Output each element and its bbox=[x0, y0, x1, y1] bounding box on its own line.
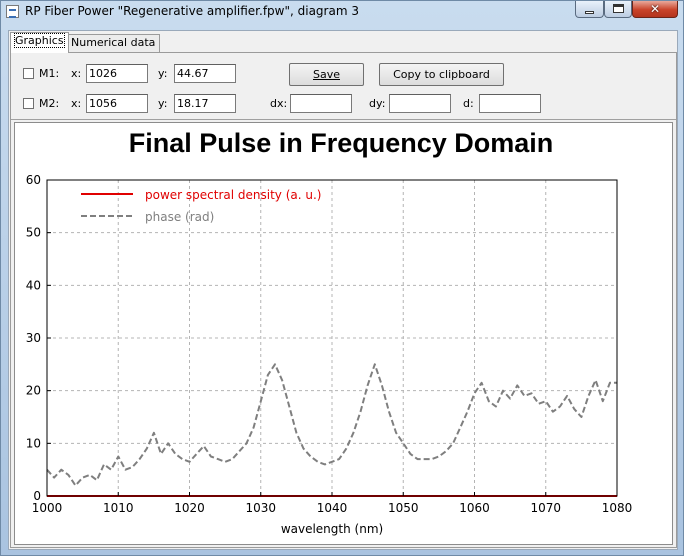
plot-area[interactable]: Final Pulse in Frequency Domain 1000 1010… bbox=[14, 122, 673, 545]
m2-x-field[interactable]: 1056 bbox=[86, 94, 148, 113]
legend-phase-label: phase (rad) bbox=[145, 210, 214, 224]
maximize-icon bbox=[613, 4, 624, 13]
m2-x-label: x: bbox=[71, 97, 82, 110]
y-tick-label: 10 bbox=[26, 436, 41, 450]
close-button[interactable]: ✕ bbox=[632, 1, 678, 18]
save-button-label: Save bbox=[312, 68, 340, 81]
panel-separator bbox=[11, 119, 676, 120]
dx-label: dx: bbox=[270, 97, 288, 110]
client-area: Graphics Numerical data M1: x: 1026 y: 4… bbox=[8, 30, 678, 550]
title-bar[interactable]: RP Fiber Power "Regenerative amplifier.f… bbox=[1, 1, 683, 23]
m1-y-field[interactable]: 44.67 bbox=[174, 64, 236, 83]
m2-y-label: y: bbox=[158, 97, 168, 110]
m1-label: M1: bbox=[39, 67, 60, 80]
maximize-button[interactable] bbox=[604, 1, 632, 18]
y-tick-label: 60 bbox=[26, 173, 41, 187]
x-tick-label: 1040 bbox=[317, 501, 348, 515]
x-tick-label: 1030 bbox=[245, 501, 276, 515]
x-tick-label: 1000 bbox=[32, 501, 63, 515]
m1-checkbox[interactable] bbox=[23, 68, 34, 79]
spectrum-chart[interactable]: Final Pulse in Frequency Domain 1000 1010… bbox=[15, 123, 672, 544]
tab-numerical-data-label: Numerical data bbox=[71, 36, 156, 49]
d-label: d: bbox=[463, 97, 474, 110]
x-tick-label: 1020 bbox=[174, 501, 205, 515]
x-tick-label: 1050 bbox=[388, 501, 419, 515]
x-tick-label: 1080 bbox=[602, 501, 633, 515]
copy-to-clipboard-button[interactable]: Copy to clipboard bbox=[379, 63, 504, 86]
y-tick-label: 0 bbox=[33, 489, 41, 503]
y-tick-label: 40 bbox=[26, 278, 41, 292]
legend-psd-label: power spectral density (a. u.) bbox=[145, 188, 321, 202]
minimize-button[interactable] bbox=[575, 1, 604, 18]
d-field[interactable] bbox=[479, 94, 541, 113]
close-icon: ✕ bbox=[649, 2, 661, 16]
phase-series-line bbox=[46, 363, 617, 487]
m1-x-label: x: bbox=[71, 67, 82, 80]
app-icon bbox=[6, 5, 19, 18]
tab-graphics[interactable]: Graphics bbox=[10, 32, 69, 53]
x-tick-label: 1060 bbox=[459, 501, 490, 515]
tab-graphics-label: Graphics bbox=[14, 33, 65, 48]
m2-checkbox[interactable] bbox=[23, 98, 34, 109]
m1-x-field[interactable]: 1026 bbox=[86, 64, 148, 83]
chart-title: Final Pulse in Frequency Domain bbox=[129, 128, 554, 158]
y-tick-label: 20 bbox=[26, 384, 41, 398]
graphics-panel: M1: x: 1026 y: 44.67 M2: x: 1056 y: 18.1… bbox=[10, 52, 677, 548]
m2-y-field[interactable]: 18.17 bbox=[174, 94, 236, 113]
window-title: RP Fiber Power "Regenerative amplifier.f… bbox=[25, 4, 359, 18]
minimize-icon bbox=[585, 11, 594, 14]
y-tick-label: 50 bbox=[26, 226, 41, 240]
x-axis-label: wavelength (nm) bbox=[281, 522, 383, 536]
m1-y-label: y: bbox=[158, 67, 168, 80]
dy-label: dy: bbox=[369, 97, 386, 110]
x-tick-label: 1070 bbox=[530, 501, 561, 515]
tick-labels: 1000 1010 1020 1030 1040 1050 1060 1070 10800102… bbox=[26, 173, 633, 515]
y-tick-label: 30 bbox=[26, 331, 41, 345]
grid-lines bbox=[47, 180, 617, 496]
save-button[interactable]: Save bbox=[289, 63, 364, 86]
x-tick-label: 1010 bbox=[103, 501, 134, 515]
tab-numerical-data[interactable]: Numerical data bbox=[66, 34, 161, 52]
dx-field[interactable] bbox=[290, 94, 352, 113]
m2-label: M2: bbox=[39, 97, 60, 110]
legend: power spectral density (a. u.) phase (rad… bbox=[81, 188, 321, 224]
dy-field[interactable] bbox=[389, 94, 451, 113]
